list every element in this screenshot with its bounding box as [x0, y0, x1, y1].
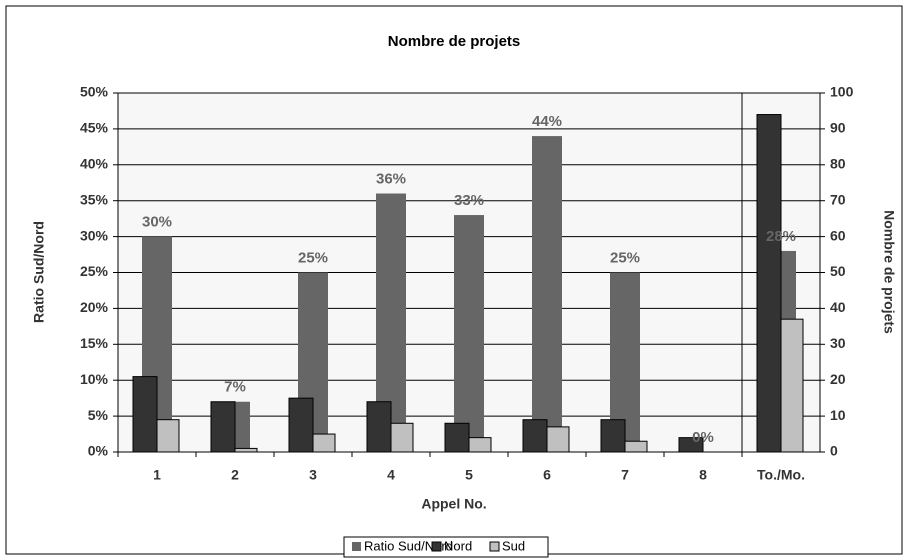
bar — [522, 419, 548, 453]
data-label: 25% — [298, 249, 328, 266]
bar — [532, 136, 562, 452]
y2-tick-label: 40 — [830, 299, 846, 315]
bar — [366, 401, 392, 453]
legend-swatch — [431, 541, 442, 552]
legend-label: Sud — [502, 538, 525, 553]
y-tick-label: 10% — [80, 371, 109, 387]
bar — [546, 426, 570, 453]
data-label: 7% — [224, 379, 246, 396]
x-axis-label: Appel No. — [421, 496, 486, 512]
y2-tick-label: 60 — [830, 227, 846, 243]
data-label: 30% — [142, 214, 172, 231]
x-tick-label: 2 — [231, 467, 239, 483]
y-tick-label: 20% — [80, 299, 109, 315]
y2-tick-label: 70 — [830, 191, 846, 207]
y-tick-label: 30% — [80, 227, 109, 243]
y-tick-label: 45% — [80, 120, 109, 136]
data-label: 33% — [454, 192, 484, 209]
bar — [468, 437, 492, 453]
chart-title: Nombre de projets — [388, 33, 521, 50]
y2-tick-label: 20 — [830, 371, 846, 387]
x-tick-label: 4 — [387, 467, 395, 483]
x-tick-label: 7 — [621, 467, 629, 483]
y2-tick-label: 10 — [830, 407, 846, 423]
y2-axis-label: Nombre de projets — [881, 210, 897, 334]
bar — [454, 215, 484, 452]
bar — [624, 440, 648, 453]
y-tick-label: 35% — [80, 191, 109, 207]
legend-swatch — [489, 541, 500, 552]
legend-swatch — [352, 542, 361, 551]
data-label: 36% — [376, 170, 406, 187]
y-tick-label: 50% — [80, 84, 109, 100]
data-label: 0% — [692, 429, 714, 446]
x-tick-label: 6 — [543, 467, 551, 483]
y2-tick-label: 90 — [830, 120, 846, 136]
y-axis-label: Ratio Sud/Nord — [31, 221, 47, 323]
y-tick-label: 25% — [80, 263, 109, 279]
bar — [312, 433, 336, 453]
y2-tick-label: 80 — [830, 156, 846, 172]
x-tick-label: 5 — [465, 467, 473, 483]
bar — [156, 419, 180, 453]
y2-tick-label: 30 — [830, 335, 846, 351]
bar — [210, 401, 236, 453]
data-label: 25% — [610, 249, 640, 266]
x-tick-label: 8 — [699, 467, 707, 483]
y2-tick-label: 100 — [830, 84, 854, 100]
x-tick-label: To./Mo. — [757, 467, 805, 483]
data-label: 28% — [766, 228, 796, 245]
bar — [390, 422, 414, 453]
y2-tick-label: 50 — [830, 263, 846, 279]
y2-tick-label: 0 — [830, 443, 838, 459]
x-tick-label: 3 — [309, 467, 317, 483]
bar — [756, 114, 782, 453]
bar — [780, 318, 804, 453]
bar — [600, 419, 626, 453]
y-tick-label: 5% — [88, 407, 109, 423]
y-tick-label: 40% — [80, 156, 109, 172]
bar — [132, 376, 158, 453]
legend-label: Ratio Sud/Nord — [364, 538, 453, 553]
y-tick-label: 0% — [88, 443, 109, 459]
bar — [444, 422, 470, 453]
y-tick-label: 15% — [80, 335, 109, 351]
data-label: 44% — [532, 113, 562, 130]
bar — [234, 447, 258, 453]
x-tick-label: 1 — [153, 467, 161, 483]
legend-label: Nord — [444, 538, 472, 553]
bar — [288, 397, 314, 453]
